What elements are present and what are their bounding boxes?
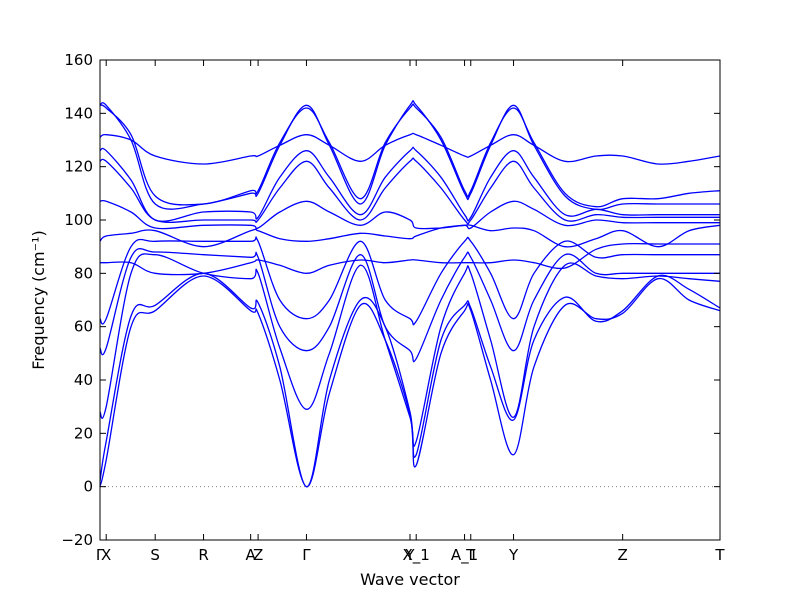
x-tick-label: X_1 <box>403 546 430 565</box>
y-tick-label: 60 <box>74 318 93 336</box>
band-line-3 <box>99 253 721 447</box>
y-tick-label: 140 <box>64 104 93 122</box>
band-line-5 <box>99 236 720 326</box>
x-tick-label: T <box>714 546 725 564</box>
x-tick-label: Y <box>508 546 519 564</box>
x-tick-label: R <box>198 546 208 564</box>
y-tick-label: 40 <box>74 371 93 389</box>
y-tick-label: 0 <box>83 478 93 496</box>
x-tick-label: Y <box>404 546 415 564</box>
x-tick-label: Z <box>253 546 263 564</box>
x-tick-label: S <box>150 546 160 564</box>
band-line-10 <box>99 146 720 222</box>
band-line-4 <box>99 248 720 363</box>
x-tick-label: Γ <box>302 546 311 564</box>
y-tick-label: 160 <box>64 51 93 69</box>
band-line-8 <box>99 199 720 230</box>
y-tick-label: 100 <box>64 211 93 229</box>
band-line-6 <box>100 242 720 276</box>
y-tick-label: 120 <box>64 158 93 176</box>
y-tick-label: 20 <box>74 424 93 442</box>
x-tick-label: Γ <box>96 546 105 564</box>
band-line-7 <box>99 224 721 248</box>
band-line-2 <box>99 272 721 488</box>
y-axis-ticks: −20 0 20 40 60 80 100 120 140 160 <box>61 51 720 549</box>
x-tick-label: A_1 <box>451 546 478 565</box>
x-axis-ticks: ΓX S R AZ Γ YX_1 A_1T Y Z T <box>96 60 725 565</box>
y-tick-label: 80 <box>74 264 93 282</box>
band-line-12 <box>99 100 720 211</box>
band-line-13 <box>99 103 721 208</box>
x-tick-label: T <box>465 546 476 564</box>
band-line-11 <box>99 132 721 165</box>
y-tick-label: −20 <box>61 531 93 549</box>
y-axis-title: Frequency (cm⁻¹) <box>29 230 48 369</box>
band-line-9 <box>99 157 720 225</box>
plot-frame <box>99 59 721 541</box>
x-axis-title: Wave vector <box>360 570 460 589</box>
x-tick-label: X <box>101 546 111 564</box>
band-lines <box>99 100 721 488</box>
x-tick-label: Z <box>618 546 628 564</box>
x-tick-label: A <box>246 546 257 564</box>
